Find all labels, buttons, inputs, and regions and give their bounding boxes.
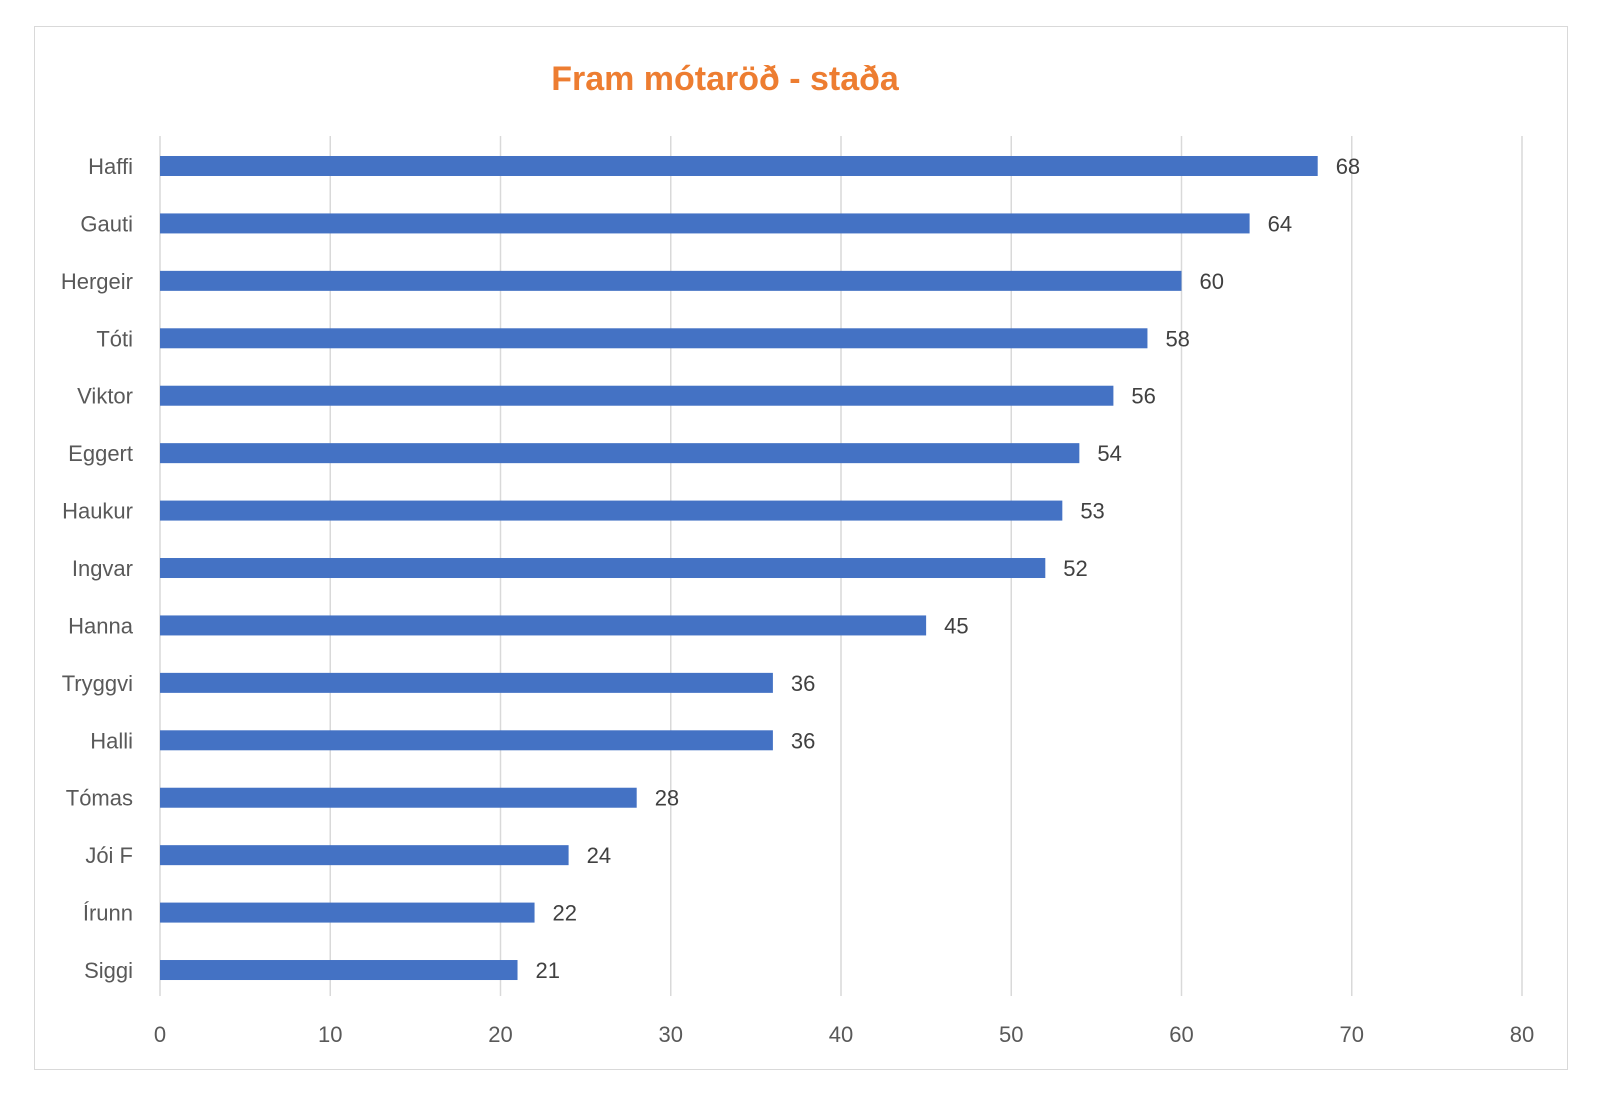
category-label: Írunn: [83, 901, 133, 926]
data-label: 21: [536, 958, 560, 983]
chart-title: Fram mótaröð - staða: [551, 60, 899, 98]
data-label: 45: [944, 613, 968, 638]
chart-frame: [34, 26, 1568, 1070]
bar: [160, 500, 1063, 521]
category-label: Tóti: [96, 326, 133, 351]
data-label: 36: [791, 671, 815, 696]
x-tick-label: 80: [1510, 1022, 1534, 1047]
x-tick-label: 40: [829, 1022, 853, 1047]
data-label: 22: [553, 901, 577, 926]
data-label: 58: [1165, 326, 1189, 351]
x-tick-label: 50: [999, 1022, 1023, 1047]
category-label: Ingvar: [72, 556, 133, 581]
bar: [160, 787, 637, 808]
data-label: 28: [655, 786, 679, 811]
bar: [160, 270, 1182, 291]
category-label: Siggi: [84, 958, 133, 983]
x-tick-label: 10: [318, 1022, 342, 1047]
data-label: 56: [1131, 384, 1155, 409]
bar: [160, 960, 518, 981]
bar: [160, 443, 1080, 464]
x-tick-label: 70: [1340, 1022, 1364, 1047]
category-label: Eggert: [68, 441, 133, 466]
category-label: Halli: [90, 728, 133, 753]
category-label: Hanna: [68, 613, 134, 638]
bar: [160, 902, 535, 923]
bar: [160, 156, 1318, 176]
category-label: Haukur: [62, 499, 133, 524]
data-label: 52: [1063, 556, 1087, 581]
data-label: 60: [1200, 269, 1224, 294]
category-label: Tryggvi: [62, 671, 133, 696]
bar: [160, 328, 1148, 349]
category-label: Tómas: [66, 786, 133, 811]
data-label: 36: [791, 728, 815, 753]
data-label: 64: [1268, 211, 1292, 236]
category-label: Gauti: [80, 211, 133, 236]
x-tick-label: 60: [1169, 1022, 1193, 1047]
data-label: 24: [587, 843, 611, 868]
bar: [160, 615, 927, 636]
data-label: 54: [1097, 441, 1121, 466]
category-label: Hergeir: [61, 269, 133, 294]
data-label: 53: [1080, 499, 1104, 524]
bar: [160, 845, 569, 866]
bar: [160, 213, 1250, 234]
category-label: Jói F: [85, 843, 133, 868]
data-label: 68: [1336, 154, 1360, 179]
x-tick-label: 0: [154, 1022, 166, 1047]
bar: [160, 672, 773, 693]
bar: [160, 730, 773, 751]
bar: [160, 385, 1114, 406]
category-label: Viktor: [77, 384, 133, 409]
x-tick-label: 30: [659, 1022, 683, 1047]
bar: [160, 558, 1046, 579]
category-label: Haffi: [88, 154, 133, 179]
x-tick-label: 20: [488, 1022, 512, 1047]
